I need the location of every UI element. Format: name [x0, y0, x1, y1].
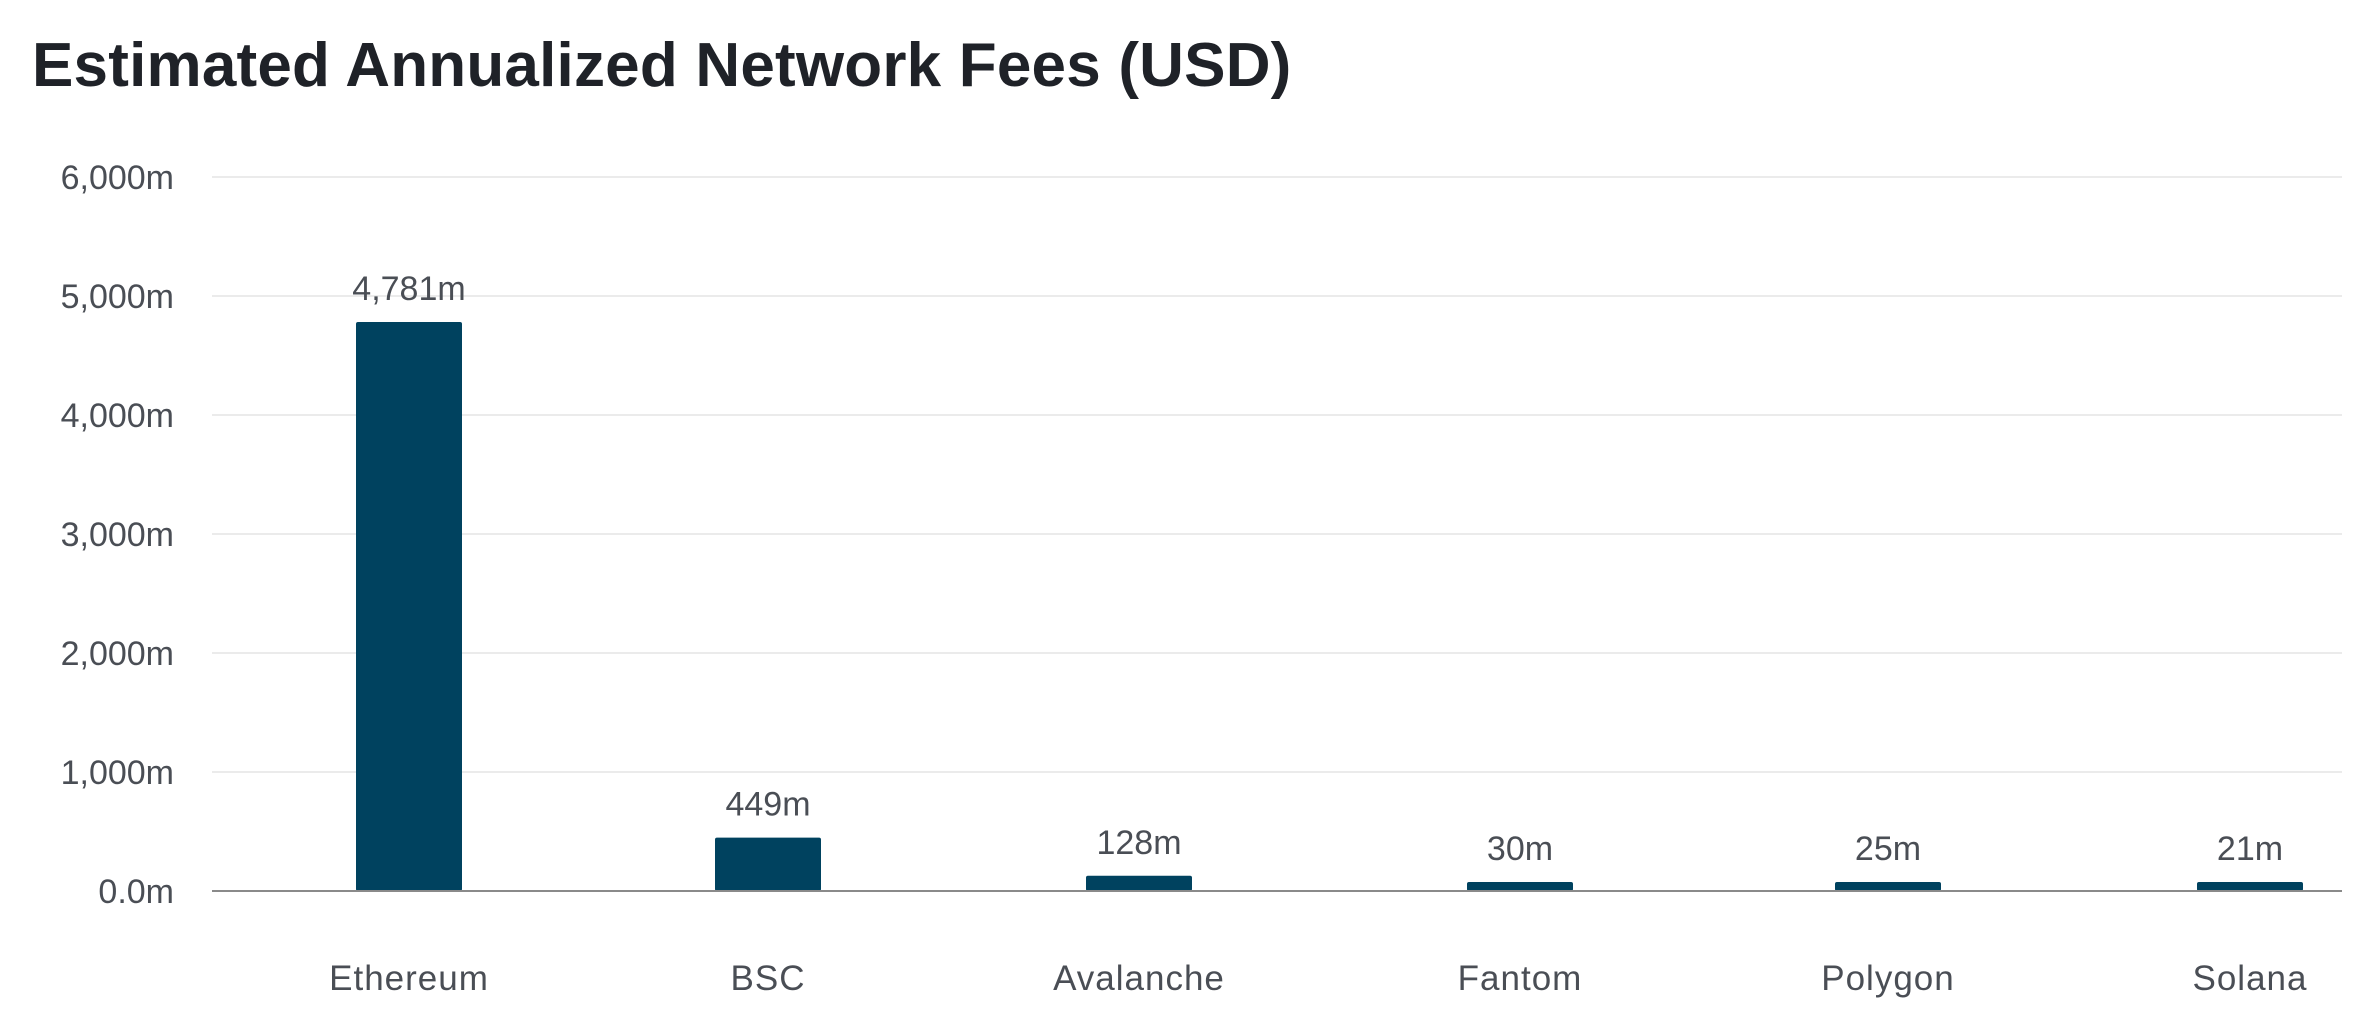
data-label: 30m: [1487, 830, 1553, 868]
bar-ethereum: [356, 322, 462, 891]
data-label: 128m: [1096, 824, 1181, 862]
data-label: 4,781m: [352, 270, 465, 308]
y-tick-label: 4,000m: [61, 397, 174, 435]
bar-fantom: [1467, 882, 1573, 891]
y-axis-ticks: 0.0m 1,000m 2,000m 3,000m 4,000m 5,000m 6,000m: [61, 159, 174, 911]
bar-bsc: [715, 837, 821, 891]
x-tick-label: Fantom: [1458, 959, 1583, 998]
y-tick-label: 5,000m: [61, 278, 174, 316]
x-tick-label: Solana: [2193, 959, 2308, 998]
bars: [356, 322, 2303, 891]
y-tick-label: 1,000m: [61, 754, 174, 792]
data-label: 25m: [1855, 830, 1921, 868]
x-tick-label: Avalanche: [1053, 959, 1225, 998]
x-tick-label: Polygon: [1821, 959, 1954, 998]
y-tick-label: 0.0m: [98, 873, 174, 911]
chart-title: Estimated Annualized Network Fees (USD): [32, 31, 1292, 100]
y-tick-label: 3,000m: [61, 516, 174, 554]
y-tick-label: 6,000m: [61, 159, 174, 197]
bar-solana: [2197, 882, 2303, 891]
x-tick-label: Ethereum: [329, 959, 489, 998]
x-tick-label: BSC: [731, 959, 806, 998]
gridlines: [212, 176, 2342, 773]
y-tick-label: 2,000m: [61, 635, 174, 673]
data-labels: 4,781m 449m 128m 30m 25m 21m: [352, 270, 2283, 868]
data-label: 449m: [725, 786, 810, 824]
data-label: 21m: [2217, 830, 2283, 868]
bar-polygon: [1835, 882, 1941, 891]
bar-avalanche: [1086, 875, 1192, 891]
x-axis-ticks: Ethereum BSC Avalanche Fantom Polygon Solana: [329, 959, 2308, 998]
